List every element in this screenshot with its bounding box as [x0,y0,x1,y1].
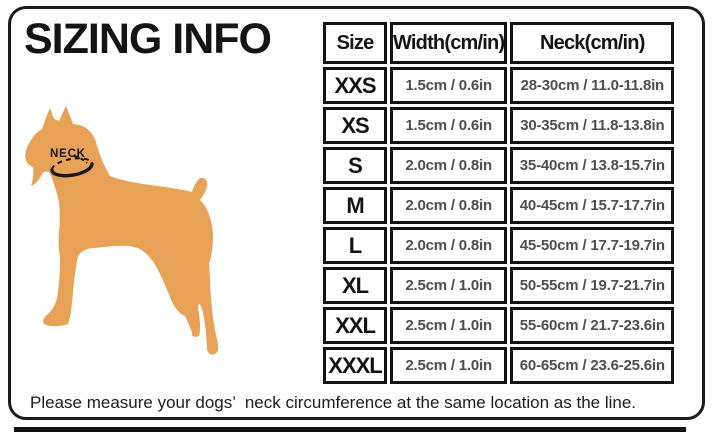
size-cell: XXXL [323,347,387,384]
size-cell: S [323,147,387,184]
neck-cell: 50-55cm / 19.7-21.7in [510,267,675,304]
width-cell: 2.5cm / 1.0in [390,347,508,384]
neck-cell: 40-45cm / 15.7-17.7in [510,187,675,224]
table-row: XXS 1.5cm / 0.6in 28-30cm / 11.0-11.8in [323,67,675,104]
page-title: SIZING INFO [24,15,272,63]
size-cell: L [323,227,387,264]
dog-silhouette [25,106,219,355]
size-cell: XXS [323,67,387,104]
width-cell: 2.5cm / 1.0in [390,267,508,304]
neck-line-dashed-back [50,157,93,171]
sizing-table-container: Size Width(cm/in) Neck(cm/in) XXS 1.5cm /… [320,19,677,387]
neck-cell: 35-40cm / 13.8-15.7in [510,147,675,184]
neck-label: NECK [50,148,86,160]
neck-line-solid-front [50,162,94,178]
size-cell: XL [323,267,387,304]
table-row: L 2.0cm / 0.8in 45-50cm / 17.7-19.7in [323,227,675,264]
size-table-body: XXS 1.5cm / 0.6in 28-30cm / 11.0-11.8in XS 1… [323,67,675,384]
table-header-row: Size Width(cm/in) Neck(cm/in) [323,22,675,64]
neck-cell: 55-60cm / 21.7-23.6in [510,307,675,344]
width-cell: 1.5cm / 0.6in [390,107,508,144]
sizing-table: Size Width(cm/in) Neck(cm/in) XXS 1.5cm /… [320,19,677,387]
dog-illustration: NECK [20,100,220,360]
width-cell: 2.5cm / 1.0in [390,307,508,344]
bottom-divider-bar [14,427,686,432]
neck-cell: 30-35cm / 11.8-13.8in [510,107,675,144]
header-neck: Neck(cm/in) [510,22,675,64]
table-row: XXL 2.5cm / 1.0in 55-60cm / 21.7-23.6in [323,307,675,344]
table-row: XL 2.5cm / 1.0in 50-55cm / 19.7-21.7in [323,267,675,304]
table-row: S 2.0cm / 0.8in 35-40cm / 13.8-15.7in [323,147,675,184]
neck-cell: 45-50cm / 17.7-19.7in [510,227,675,264]
neck-cell: 28-30cm / 11.0-11.8in [510,67,675,104]
width-cell: 2.0cm / 0.8in [390,227,508,264]
table-row: XXXL 2.5cm / 1.0in 60-65cm / 23.6-25.6in [323,347,675,384]
dog-silhouette-svg: NECK [25,106,219,355]
width-cell: 2.0cm / 0.8in [390,187,508,224]
width-cell: 2.0cm / 0.8in [390,147,508,184]
size-cell: M [323,187,387,224]
measure-instruction-note: Please measure your dogs’ neck circumfer… [30,393,637,412]
size-cell: XXL [323,307,387,344]
width-cell: 1.5cm / 0.6in [390,67,508,104]
size-cell: XS [323,107,387,144]
header-width: Width(cm/in) [390,22,508,64]
header-size: Size [323,22,387,64]
neck-leader-dashes [73,155,88,164]
neck-cell: 60-65cm / 23.6-25.6in [510,347,675,384]
table-row: M 2.0cm / 0.8in 40-45cm / 15.7-17.7in [323,187,675,224]
table-row: XS 1.5cm / 0.6in 30-35cm / 11.8-13.8in [323,107,675,144]
